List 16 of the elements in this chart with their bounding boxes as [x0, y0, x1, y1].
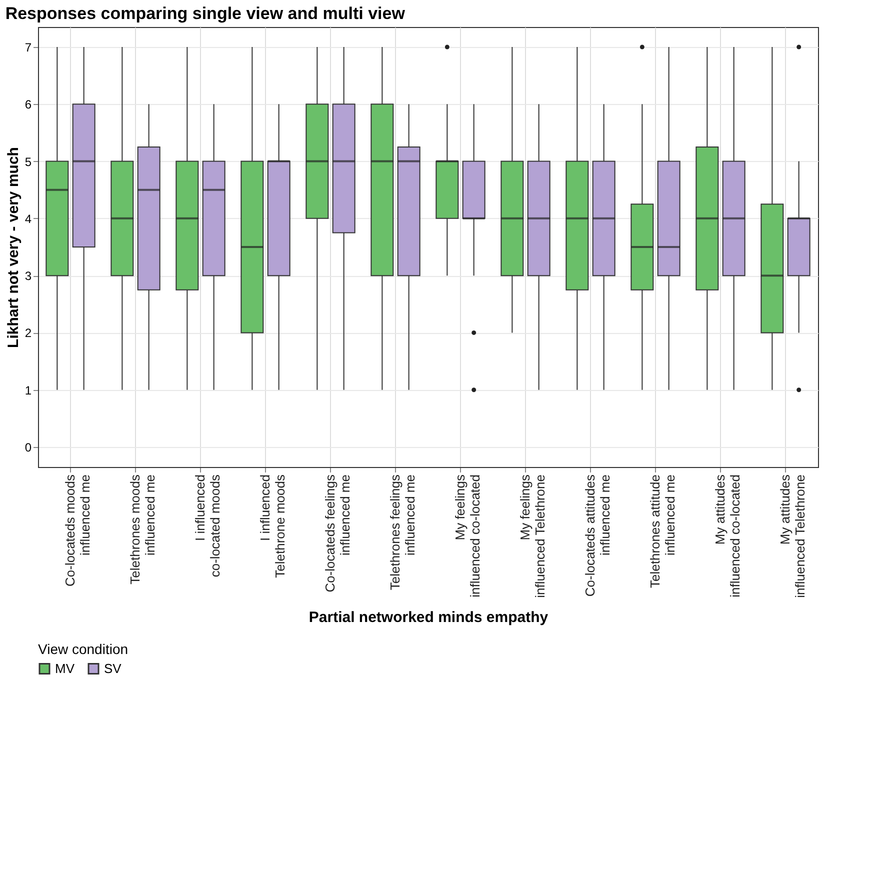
- legend-title: View condition: [38, 641, 128, 657]
- y-tick-label: 5: [24, 154, 32, 169]
- legend-label: SV: [104, 660, 122, 676]
- y-axis-title: Likhart not very - very much: [4, 147, 22, 348]
- legend-label: MV: [55, 660, 75, 676]
- x-tick-label: Co-locateds moods influenced me: [62, 474, 92, 586]
- y-tick-label: 0: [24, 440, 32, 454]
- y-tick-label: 2: [24, 326, 32, 340]
- x-tick-label: Co-locateds feelings influenced me: [322, 474, 352, 592]
- x-axis-title: Partial networked minds empathy: [308, 609, 549, 626]
- y-tick-label: 4: [24, 212, 32, 226]
- y-tick-label: 3: [24, 269, 32, 284]
- y-tick-label: 7: [24, 40, 32, 54]
- y-tick-label: 1: [24, 383, 32, 398]
- chart-title: Responses comparing single view and multi view: [5, 4, 406, 23]
- y-tick-label: 6: [24, 98, 32, 112]
